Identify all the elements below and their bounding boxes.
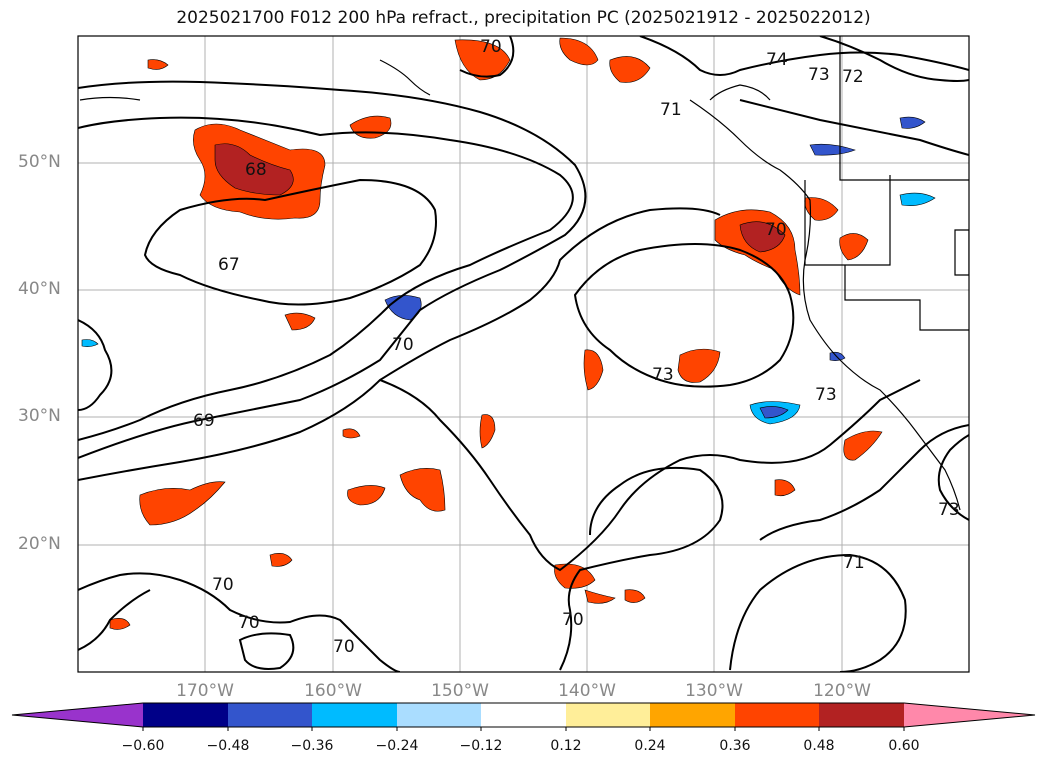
lon-label: 160°W [304,681,362,701]
lat-label: 40°N [18,279,61,299]
contour-label: 73 [808,65,830,85]
colorbar-outline [11,702,1036,728]
lon-label: 120°W [813,681,871,701]
colorbar-tick-label: 0.60 [888,738,920,754]
colorbar-tick-label: 0.36 [719,738,751,754]
colorbar-tick-label: −0.12 [459,738,503,754]
contour-label: 70 [562,610,584,630]
colorbar-segment [735,703,819,727]
colorbar-tick-label: 0.12 [550,738,582,754]
colorbar-segment [12,703,143,727]
colorbar-tick-label: 0.24 [634,738,666,754]
contour-label: 70 [212,575,234,595]
colorbar-tick-label: 0.48 [803,738,835,754]
contour-label: 74 [766,50,788,70]
colorbar-segment [481,703,566,727]
contour-label: 69 [193,411,215,431]
contour-label: 73 [652,365,674,385]
gridlines [78,36,969,672]
colorbar-segment [312,703,397,727]
contour-label: 67 [218,255,240,275]
contour-label: 70 [238,613,260,633]
colorbar-segment [228,703,312,727]
lon-label: 140°W [558,681,616,701]
contour-label: 71 [843,553,865,573]
colorbar-tick-label: −0.48 [206,738,250,754]
precipitation-areas [81,37,936,630]
contour-label: 70 [480,37,502,57]
lat-label: 30°N [18,406,61,426]
colorbar-segment [650,703,735,727]
plot-frame [77,35,970,673]
lon-label: 170°W [176,681,234,701]
lon-label: 150°W [431,681,489,701]
colorbar-tick-label: −0.60 [121,738,165,754]
colorbar-segment [904,703,1035,727]
colorbar-segment [143,703,228,727]
colorbar-tick-label: −0.36 [290,738,334,754]
refractivity-contours [78,36,969,672]
contour-label: 73 [938,500,960,520]
contour-label-group: 68 67 69 70 70 70 70 70 70 71 71 72 73 7… [193,37,960,657]
map-plot: 68 67 69 70 70 70 70 70 70 71 71 72 73 7… [77,35,970,673]
contour-label: 70 [765,220,787,240]
map-title: 2025021700 F012 200 hPa refract., precip… [176,8,871,28]
lat-label: 20°N [18,534,61,554]
coastlines [79,36,969,511]
contour-label: 70 [392,335,414,355]
lat-label: 50°N [18,152,61,172]
contour-label: 71 [660,100,682,120]
colorbar-segment [566,703,650,727]
contour-label: 70 [333,637,355,657]
colorbar-segment [397,703,481,727]
colorbar-tick-label: −0.24 [375,738,419,754]
contour-label: 68 [245,160,267,180]
contour-label: 73 [815,385,837,405]
colorbar-segments [11,702,1036,731]
contour-label: 72 [842,67,864,87]
colorbar-segment [819,703,904,727]
lon-label: 130°W [685,681,743,701]
